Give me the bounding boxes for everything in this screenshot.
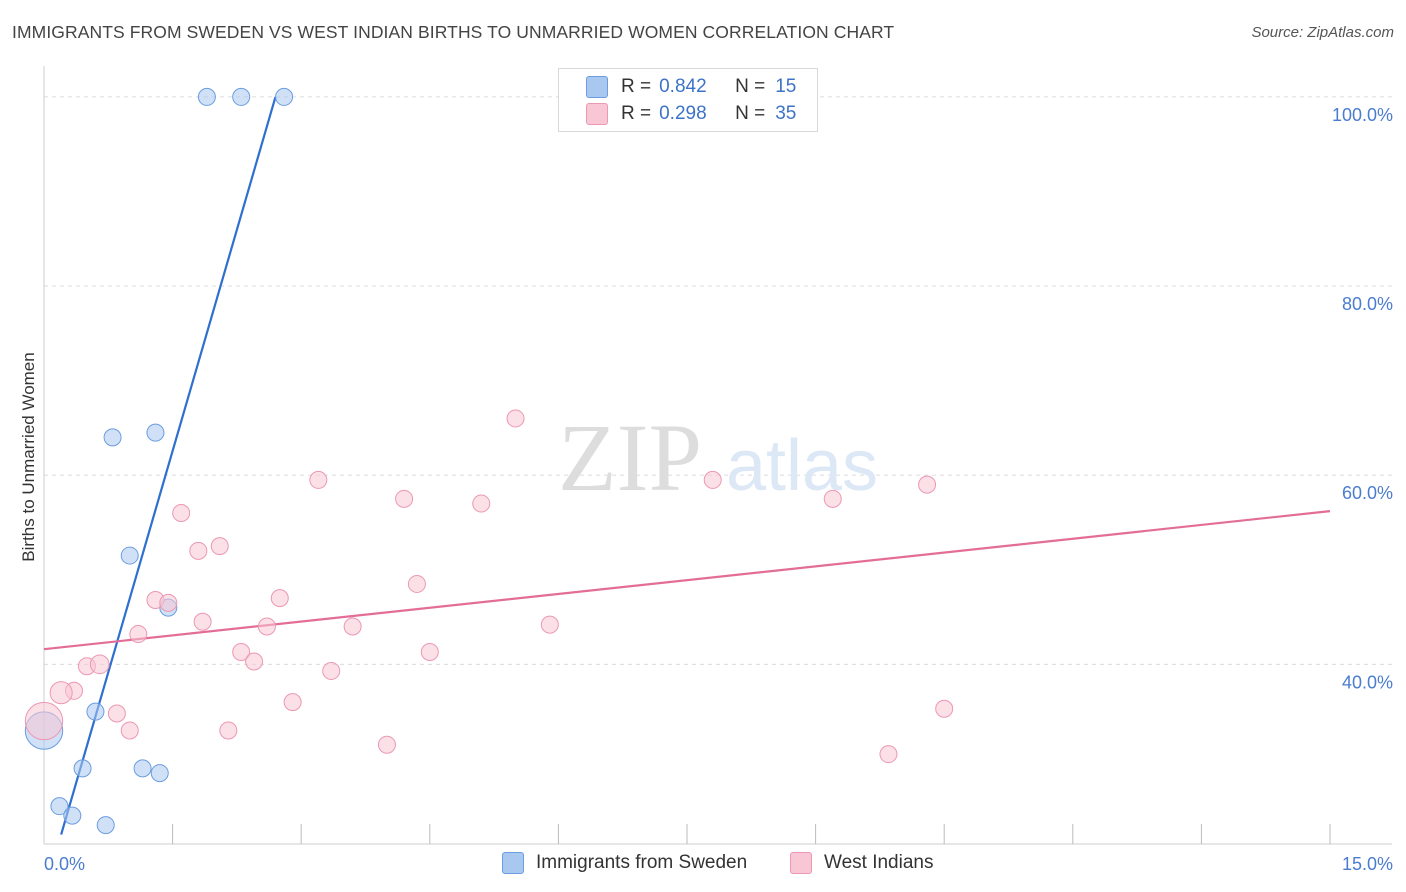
- watermark-atlas: atlas: [726, 426, 878, 506]
- sweden-point: [50, 797, 69, 816]
- west-indians-point: [395, 489, 414, 508]
- west-indians-point: [918, 475, 937, 494]
- y-axis-label: Births to Unmarried Women: [19, 352, 38, 561]
- sweden-point: [146, 423, 165, 442]
- series-legend: Immigrants from Sweden West Indians: [0, 852, 1406, 878]
- west-indians-trend-line: [43, 510, 1331, 651]
- west-indians-swatch: [790, 852, 812, 874]
- x-tick-label: 15.0%: [1342, 854, 1393, 874]
- sweden-swatch: [502, 852, 524, 874]
- sweden-point: [96, 816, 115, 835]
- west-indians-point: [232, 643, 251, 662]
- chart-title: IMMIGRANTS FROM SWEDEN VS WEST INDIAN BI…: [12, 22, 895, 42]
- stats-legend: R = 0.842 N = 15 R = 0.298 N = 35: [558, 68, 818, 132]
- west-indians-point: [210, 537, 229, 556]
- legend-label: West Indians: [824, 852, 934, 873]
- west-indians-point: [129, 625, 148, 644]
- west-indians-point: [703, 470, 722, 489]
- west-indians-point: [219, 721, 238, 740]
- sweden-point: [197, 87, 216, 106]
- sweden-point: [86, 702, 105, 721]
- legend-label: Immigrants from Sweden: [536, 852, 748, 873]
- west-indians-point: [193, 612, 212, 631]
- x-tick-label: 0.0%: [44, 854, 85, 874]
- sweden-swatch: [586, 76, 608, 98]
- r-label: R =: [621, 103, 652, 124]
- legend-item-sweden[interactable]: Immigrants from Sweden: [502, 852, 747, 874]
- west-indians-point: [472, 494, 491, 513]
- sweden-point: [275, 87, 294, 106]
- west-indians-point: [377, 735, 396, 754]
- west-indians-point: [322, 661, 341, 680]
- west-indians-point: [107, 704, 126, 723]
- stats-row-west-indians: R = 0.298 N = 35: [586, 101, 797, 127]
- west-indians-point: [309, 470, 328, 489]
- y-tick-label: 40.0%: [1342, 672, 1393, 692]
- sweden-point: [150, 764, 169, 783]
- watermark-zip: ZIP: [558, 404, 702, 511]
- west-indians-point: [24, 701, 64, 741]
- sweden-point: [73, 759, 92, 778]
- axes: [43, 66, 1392, 845]
- west-indians-point: [283, 693, 302, 712]
- west-indians-point: [49, 681, 73, 705]
- r-label: R =: [621, 76, 652, 97]
- n-value: 15: [775, 76, 797, 97]
- west-indians-point: [935, 699, 954, 718]
- sweden-point: [103, 428, 122, 447]
- west-indians-point: [270, 589, 289, 608]
- west-indians-swatch: [586, 103, 608, 125]
- west-indians-point: [245, 652, 264, 671]
- y-tick-label: 100.0%: [1332, 105, 1393, 125]
- west-indians-point: [159, 593, 178, 612]
- west-indians-point: [420, 643, 439, 662]
- west-indians-point: [540, 615, 559, 634]
- r-value: 0.842: [659, 76, 707, 97]
- sweden-point: [120, 546, 139, 565]
- y-tick-label: 80.0%: [1342, 294, 1393, 314]
- data-points: [24, 87, 954, 835]
- west-indians-point: [506, 409, 525, 428]
- sweden-point: [232, 87, 251, 106]
- tick-labels: 40.0% 60.0% 80.0% 100.0% 0.0% 15.0%: [44, 105, 1393, 874]
- watermark: ZIP atlas: [558, 404, 878, 511]
- n-value: 35: [775, 103, 797, 124]
- stats-row-sweden: R = 0.842 N = 15: [586, 74, 797, 100]
- sweden-point: [63, 806, 82, 825]
- grid-lines: [44, 96, 1392, 665]
- legend-item-west-indians[interactable]: West Indians: [790, 852, 933, 874]
- west-indians-point: [172, 504, 191, 523]
- n-label: N =: [735, 103, 766, 124]
- west-indians-point: [120, 721, 139, 740]
- west-indians-point: [823, 489, 842, 508]
- west-indians-point: [257, 617, 276, 636]
- sweden-point: [133, 759, 152, 778]
- n-label: N =: [735, 76, 766, 97]
- west-indians-point: [89, 654, 110, 675]
- r-value: 0.298: [659, 103, 707, 124]
- sweden-trend-line: [60, 96, 277, 835]
- y-tick-label: 60.0%: [1342, 483, 1393, 503]
- west-indians-point: [189, 541, 208, 560]
- source-label: Source: ZipAtlas.com: [1251, 24, 1394, 41]
- west-indians-point: [879, 745, 898, 764]
- west-indians-point: [407, 574, 426, 593]
- west-indians-point: [343, 617, 362, 636]
